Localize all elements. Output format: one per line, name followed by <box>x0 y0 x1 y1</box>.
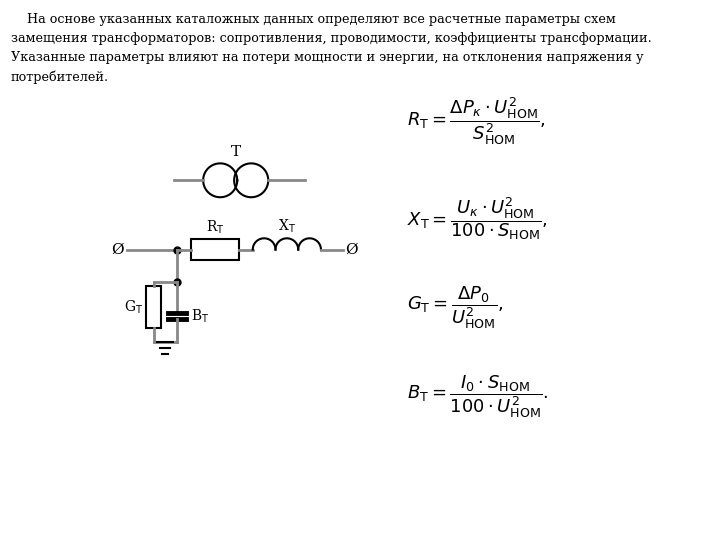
Text: На основе указанных каталожных данных определяют все расчетные параметры схем: На основе указанных каталожных данных оп… <box>11 14 616 26</box>
Bar <box>191 239 239 260</box>
Text: $B_{\mathrm{T}} = \dfrac{I_{0} \cdot S_{\mathrm{HOM}}}{100 \cdot U_{\mathrm{HOM}: $B_{\mathrm{T}} = \dfrac{I_{0} \cdot S_{… <box>407 374 549 420</box>
Text: T: T <box>230 145 240 159</box>
Text: G$_\mathrm{T}$: G$_\mathrm{T}$ <box>124 298 143 316</box>
Text: $R_{\mathrm{T}} = \dfrac{\Delta P_{\kappa} \cdot U_{\mathrm{HOM}}^{2}}{S_{\mathr: $R_{\mathrm{T}} = \dfrac{\Delta P_{\kapp… <box>407 96 546 147</box>
Text: R$_\mathrm{T}$: R$_\mathrm{T}$ <box>205 218 224 236</box>
Text: потребителей.: потребителей. <box>11 70 109 84</box>
Text: Ø: Ø <box>346 242 359 256</box>
Text: B$_\mathrm{T}$: B$_\mathrm{T}$ <box>191 307 209 325</box>
Text: Указанные параметры влияют на потери мощности и энергии, на отклонения напряжени: Указанные параметры влияют на потери мощ… <box>11 51 643 64</box>
Text: X$_\mathrm{T}$: X$_\mathrm{T}$ <box>278 218 296 235</box>
Text: $G_{\mathrm{T}} = \dfrac{\Delta P_{0}}{U_{\mathrm{HOM}}^{2}},$: $G_{\mathrm{T}} = \dfrac{\Delta P_{0}}{U… <box>407 285 503 331</box>
Text: Ø: Ø <box>112 242 125 256</box>
Text: $X_{\mathrm{T}} = \dfrac{U_{\kappa} \cdot U_{\mathrm{HOM}}^{2}}{100 \cdot S_{\ma: $X_{\mathrm{T}} = \dfrac{U_{\kappa} \cdo… <box>407 195 548 242</box>
Text: замещения трансформаторов: сопротивления, проводимости, коэффициенты трансформац: замещения трансформаторов: сопротивления… <box>11 32 652 45</box>
Bar <box>145 286 161 328</box>
